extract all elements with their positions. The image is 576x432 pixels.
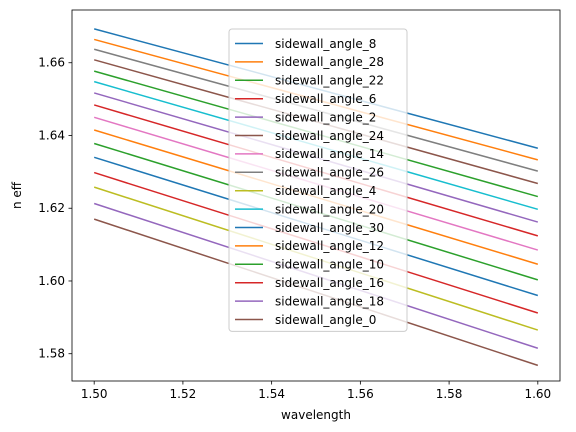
x-tick-label: 1.60 [524,387,551,401]
legend-entry: sidewall_angle_8 [275,37,376,51]
legend-entry: sidewall_angle_0 [275,313,376,327]
legend-entry: sidewall_angle_4 [275,184,376,198]
y-tick-label: 1.66 [38,56,65,70]
legend-entry: sidewall_angle_28 [275,55,384,69]
x-tick-label: 1.52 [170,387,197,401]
legend-entry: sidewall_angle_6 [275,92,376,106]
x-axis-label: wavelength [281,408,351,422]
y-tick-label: 1.60 [38,274,65,288]
legend-entry: sidewall_angle_14 [275,147,384,161]
x-axis: 1.50 1.52 1.54 1.56 1.58 1.60 [81,381,551,401]
x-tick-label: 1.58 [436,387,463,401]
legend-entry: sidewall_angle_16 [275,276,384,290]
legend-entry: sidewall_angle_22 [275,74,384,88]
legend-entry: sidewall_angle_12 [275,239,384,253]
legend-entry: sidewall_angle_26 [275,166,384,180]
y-axis-label: n eff [10,181,24,209]
x-tick-label: 1.54 [258,387,285,401]
x-tick-label: 1.50 [81,387,108,401]
legend-entry: sidewall_angle_2 [275,110,376,124]
y-axis: 1.58 1.60 1.62 1.64 1.66 [38,56,72,361]
y-tick-label: 1.62 [38,201,65,215]
legend-box [228,28,408,332]
legend-entry: sidewall_angle_18 [275,294,384,308]
plot-frame [71,9,561,382]
legend: sidewall_angle_8 sidewall_angle_28sidewal… [228,28,408,332]
y-tick-label: 1.64 [38,128,65,142]
y-tick-label: 1.58 [38,347,65,361]
legend-entry: sidewall_angle_24 [275,129,384,143]
legend-entry: sidewall_angle_20 [275,202,384,216]
legend-entry: sidewall_angle_30 [275,221,384,235]
x-tick-label: 1.56 [347,387,374,401]
legend-entry: sidewall_angle_10 [275,258,384,272]
